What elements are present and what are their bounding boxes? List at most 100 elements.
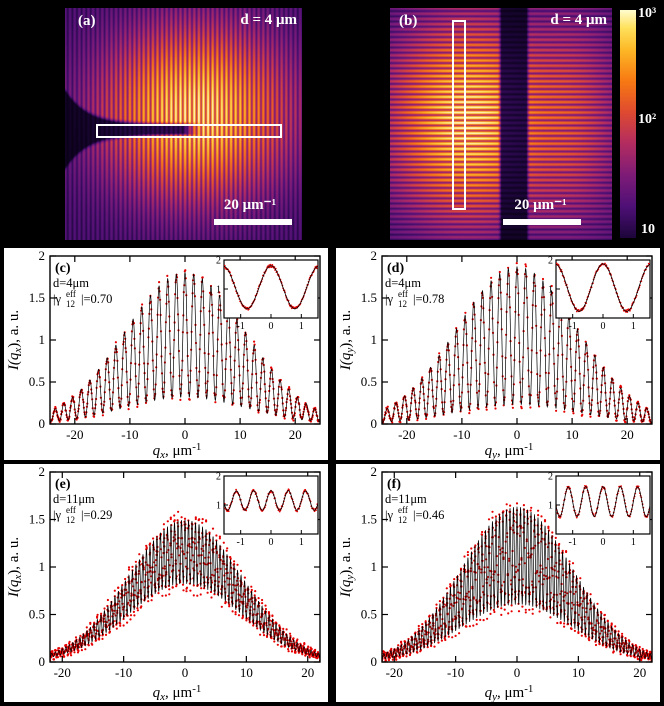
- svg-text:0: 0: [182, 665, 189, 680]
- svg-text:0.5: 0.5: [29, 374, 45, 389]
- svg-text:-10: -10: [115, 665, 132, 680]
- svg-text:1.5: 1.5: [361, 290, 377, 305]
- svg-text:1: 1: [371, 332, 378, 347]
- svg-text:1: 1: [299, 537, 304, 548]
- svg-text:0: 0: [39, 654, 46, 669]
- inset-plot: -1 0 1 1 2: [216, 472, 319, 548]
- x-axis-label: qy, μm-1: [485, 683, 534, 702]
- panel-label: (e): [55, 477, 71, 492]
- panel-a-label: (a): [78, 13, 96, 29]
- panel-b-annotation: d = 4 μm: [550, 12, 607, 28]
- svg-text:-10: -10: [447, 665, 464, 680]
- panel-b-label: (b): [399, 13, 418, 29]
- svg-text:2: 2: [371, 464, 378, 479]
- svg-text:1.5: 1.5: [361, 512, 377, 527]
- x-axis-label: qx, μm-1: [153, 441, 202, 460]
- colorbar-tick-bottom: 10: [641, 222, 655, 237]
- svg-text:1: 1: [631, 537, 636, 548]
- svg-text:2: 2: [39, 248, 46, 263]
- svg-text:0.5: 0.5: [361, 374, 377, 389]
- svg-text:0.5: 0.5: [29, 607, 45, 622]
- fit-line: [382, 506, 652, 660]
- annotation-separation: d=11μm: [53, 492, 95, 506]
- fit-line: [382, 265, 652, 423]
- colorbar-tick-top: 10³: [638, 6, 657, 21]
- colorbar: [620, 10, 636, 238]
- svg-text:2: 2: [548, 472, 553, 483]
- svg-text:0: 0: [371, 654, 378, 669]
- svg-text:0: 0: [601, 537, 606, 548]
- svg-text:-20: -20: [386, 665, 403, 680]
- y-axis-label: I(qy), a. u.: [338, 310, 356, 371]
- annotation-gamma: |γ 12eff |=0.70: [53, 289, 112, 309]
- heatmap-panel-b: [390, 8, 612, 240]
- panel-label: (d): [387, 261, 404, 276]
- svg-text:0.5: 0.5: [361, 607, 377, 622]
- svg-text:20: 20: [633, 665, 646, 680]
- annotation-separation: d=4μm: [53, 276, 89, 290]
- svg-text:-1: -1: [237, 321, 245, 332]
- svg-text:-1: -1: [237, 537, 245, 548]
- panel-label: (f): [387, 477, 401, 492]
- fit-line: [50, 519, 320, 658]
- svg-text:1: 1: [631, 321, 636, 332]
- svg-text:0: 0: [182, 427, 189, 442]
- annotation-gamma: |γ 12eff |=0.78: [385, 289, 444, 309]
- svg-text:0: 0: [601, 321, 606, 332]
- inset-plot: -1 0 1 1 2: [548, 256, 651, 332]
- svg-text:2: 2: [216, 472, 221, 483]
- svg-text:-20: -20: [54, 665, 71, 680]
- svg-text:0: 0: [371, 416, 378, 431]
- svg-text:0: 0: [514, 427, 521, 442]
- panel-a-roi-rectangle: [96, 124, 282, 138]
- svg-text:-1: -1: [569, 537, 577, 548]
- axis-ticks: [50, 255, 320, 425]
- annotation-gamma: |γ 12eff |=0.46: [385, 505, 444, 525]
- svg-text:0: 0: [269, 321, 274, 332]
- svg-text:-10: -10: [453, 427, 470, 442]
- svg-text:1: 1: [299, 321, 304, 332]
- svg-text:1: 1: [216, 501, 221, 512]
- svg-text:-10: -10: [121, 427, 138, 442]
- svg-text:-20: -20: [398, 427, 415, 442]
- svg-text:20: 20: [289, 427, 302, 442]
- x-axis-label: qx, μm-1: [153, 683, 202, 702]
- svg-text:1.5: 1.5: [29, 512, 45, 527]
- svg-text:20: 20: [301, 665, 314, 680]
- panel-a-annotation: d = 4 μm: [240, 12, 297, 28]
- inset-plot: -1 0 1 1 2: [216, 256, 319, 332]
- x-axis-label: qy, μm-1: [485, 441, 534, 460]
- y-axis-label: I(qy), a. u.: [338, 537, 356, 598]
- svg-text:1.5: 1.5: [29, 290, 45, 305]
- panel-b-scalebar: [503, 219, 581, 225]
- svg-text:10: 10: [566, 427, 579, 442]
- fit-line: [50, 271, 320, 423]
- panel-b-scalebar-label: 20 μm⁻¹: [514, 197, 567, 213]
- colorbar-tick-mid: 10²: [638, 112, 657, 127]
- svg-text:2: 2: [39, 464, 46, 479]
- annotation-separation: d=4μm: [385, 276, 421, 290]
- svg-text:1: 1: [371, 559, 378, 574]
- svg-text:10: 10: [240, 665, 253, 680]
- y-axis-label: I(qx), a. u.: [6, 310, 24, 371]
- svg-text:1: 1: [548, 285, 553, 296]
- inset-plot: -1 0 1 1 2: [548, 472, 651, 548]
- svg-text:10: 10: [234, 427, 247, 442]
- svg-text:0: 0: [269, 537, 274, 548]
- svg-text:0: 0: [39, 416, 46, 431]
- annotation-gamma: |γ 12eff |=0.29: [53, 505, 112, 525]
- svg-text:20: 20: [621, 427, 634, 442]
- svg-text:0: 0: [514, 665, 521, 680]
- panel-a-scalebar-label: 20 μm⁻¹: [223, 197, 277, 213]
- panel-label: (c): [55, 261, 71, 276]
- panel-b-roi-rectangle: [452, 20, 466, 210]
- panel-a-scalebar: [214, 219, 292, 225]
